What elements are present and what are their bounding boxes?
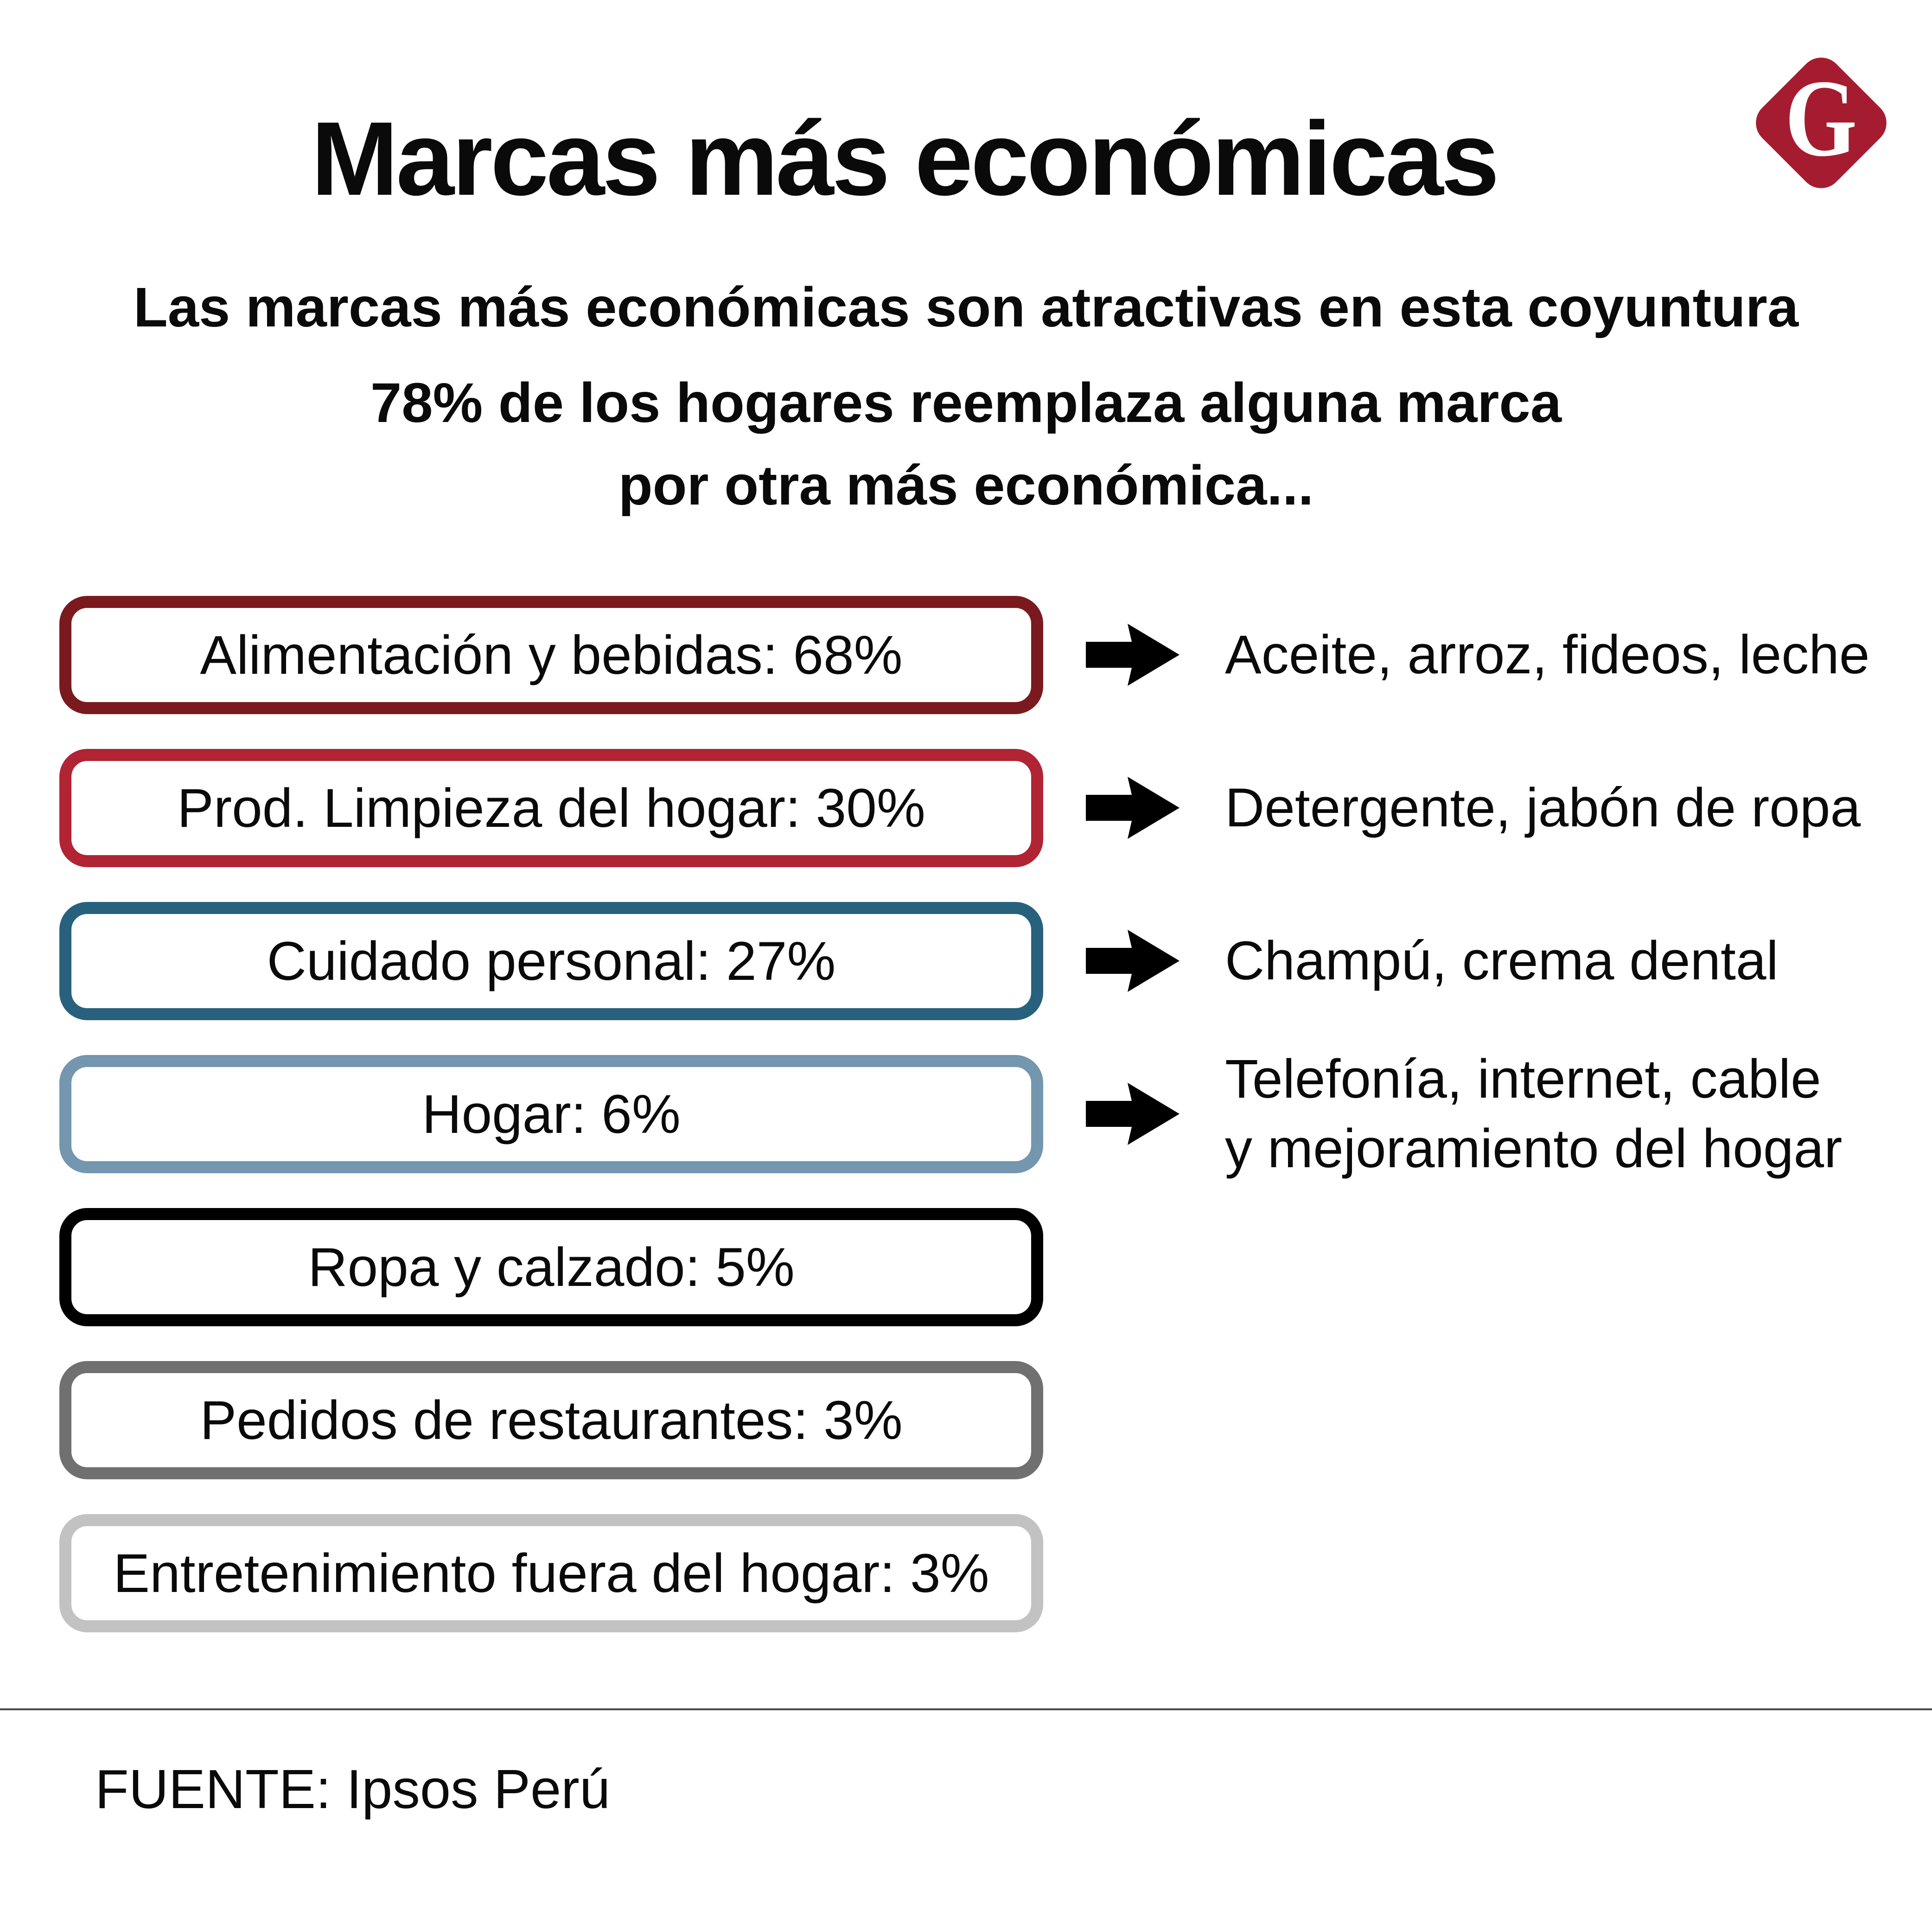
category-box: Ropa y calzado: 5%: [59, 1208, 1043, 1326]
category-row-cuidado-personal: Cuidado personal: 27% Champú, crema dent…: [0, 902, 1932, 1020]
category-examples: Aceite, arroz, fideos, leche: [1225, 596, 1932, 714]
subtitle-line-1: Las marcas más económicas son atractivas…: [133, 275, 1799, 339]
category-box: Alimentación y bebidas: 68%: [59, 596, 1043, 714]
arrow-right-icon: [1086, 624, 1180, 686]
example-line: Champú, crema dental: [1225, 930, 1779, 991]
category-row-entretenimiento: Entretenimiento fuera del hogar: 3%: [0, 1514, 1932, 1632]
category-label: Ropa y calzado: 5%: [308, 1236, 795, 1298]
arrow-right-icon: [1086, 930, 1180, 992]
example-line: Aceite, arroz, fideos, leche: [1225, 624, 1870, 685]
example-line: Telefonía, internet, cable: [1225, 1048, 1821, 1110]
category-box: Prod. Limpieza del hogar: 30%: [59, 749, 1043, 867]
subtitle-line-3: por otra más económica...: [618, 454, 1314, 517]
category-label: Alimentación y bebidas: 68%: [200, 624, 903, 686]
logo-letter: G: [1785, 58, 1857, 179]
category-examples: Telefonía, internet, cable y mejoramient…: [1225, 1048, 1932, 1179]
category-examples: Champú, crema dental: [1225, 902, 1932, 1020]
category-box: Cuidado personal: 27%: [59, 902, 1043, 1020]
source-text: FUENTE: Ipsos Perú: [95, 1758, 610, 1820]
category-row-ropa: Ropa y calzado: 5%: [0, 1208, 1932, 1326]
page-title: Marcas más económicas: [311, 100, 1499, 217]
category-label: Hogar: 6%: [422, 1083, 681, 1145]
category-examples: Detergente, jabón de ropa: [1225, 749, 1932, 867]
category-box: Hogar: 6%: [59, 1055, 1043, 1173]
category-row-hogar: Hogar: 6% Telefonía, internet, cable y m…: [0, 1048, 1932, 1179]
example-line: y mejoramiento del hogar: [1225, 1118, 1843, 1179]
example-line: Detergente, jabón de ropa: [1225, 777, 1861, 838]
category-row-alimentacion: Alimentación y bebidas: 68% Aceite, arro…: [0, 596, 1932, 714]
category-row-limpieza: Prod. Limpieza del hogar: 30% Detergente…: [0, 749, 1932, 867]
category-box: Entretenimiento fuera del hogar: 3%: [59, 1514, 1043, 1632]
subtitle-line-2: 78% de los hogares reemplaza alguna marc…: [370, 371, 1562, 434]
category-box: Pedidos de restaurantes: 3%: [59, 1361, 1043, 1479]
footer-divider: [0, 1708, 1932, 1710]
category-label: Pedidos de restaurantes: 3%: [200, 1389, 903, 1451]
category-label: Cuidado personal: 27%: [267, 930, 836, 992]
category-label: Entretenimiento fuera del hogar: 3%: [113, 1542, 989, 1604]
arrow-right-icon: [1086, 777, 1180, 839]
arrow-right-icon: [1086, 1083, 1180, 1145]
category-label: Prod. Limpieza del hogar: 30%: [177, 777, 925, 839]
category-row-restaurantes: Pedidos de restaurantes: 3%: [0, 1361, 1932, 1479]
